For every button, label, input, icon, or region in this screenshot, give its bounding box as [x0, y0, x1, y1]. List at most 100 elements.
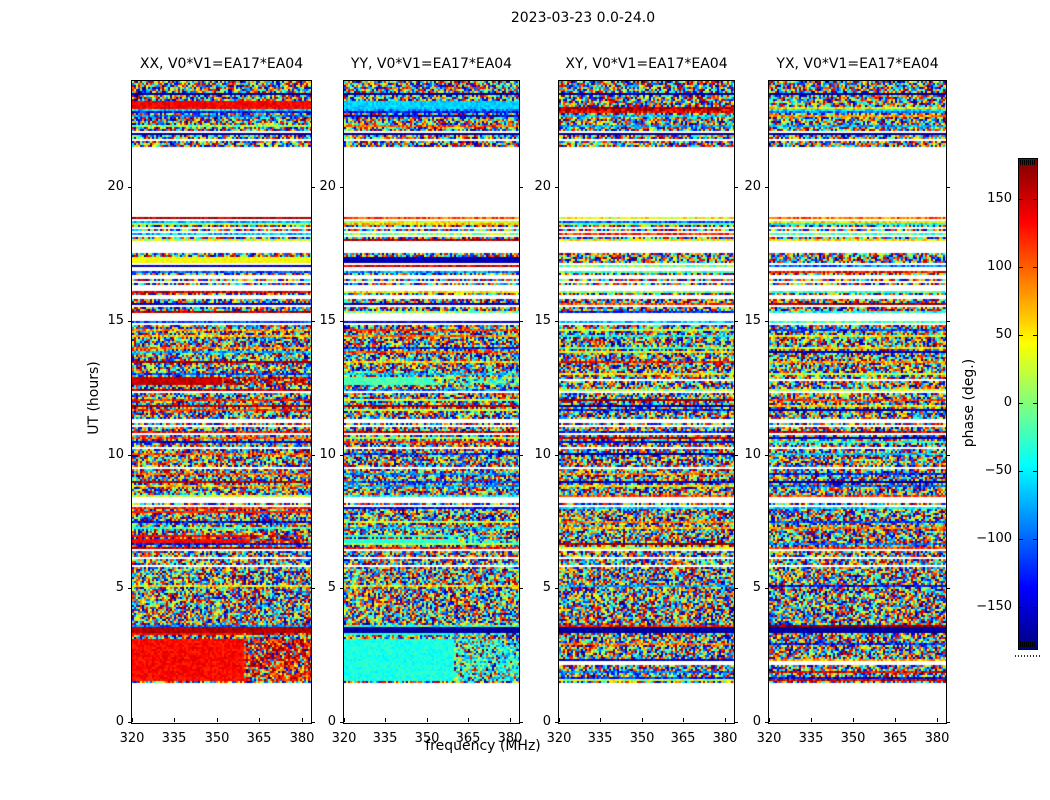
panel-title-XY: XY, V0*V1=EA17*EA04	[565, 56, 728, 72]
colorbar-tick-mark	[1033, 607, 1037, 608]
y-tick-mark	[765, 187, 768, 188]
colorbar-tick-mark	[1019, 335, 1023, 336]
x-tick-mark	[132, 718, 133, 722]
y-tick-label: 10	[319, 447, 336, 462]
y-tick-label: 15	[319, 313, 336, 328]
x-tick-mark	[302, 718, 303, 722]
colorbar-tick-mark	[1019, 607, 1023, 608]
x-tick-label: 365	[246, 731, 272, 746]
y-tick-label: 10	[107, 447, 124, 462]
x-tick-label: 335	[587, 731, 613, 746]
colorbar-minor-tick	[1026, 642, 1027, 647]
y-tick-mark	[312, 321, 315, 322]
y-tick-mark	[947, 588, 950, 589]
colorbar-minor-tick	[1024, 642, 1025, 647]
colorbar-tick-mark	[1033, 199, 1037, 200]
x-tick-label: 350	[204, 731, 230, 746]
y-tick-mark	[312, 588, 315, 589]
colorbar-minor-tick	[1022, 160, 1023, 165]
colorbar-label: phase (deg.)	[961, 358, 977, 448]
x-tick-mark	[600, 718, 601, 722]
colorbar-minor-tick	[1034, 642, 1035, 647]
y-tick-mark	[520, 187, 523, 188]
x-tick-label: 320	[756, 731, 782, 746]
x-tick-mark	[259, 718, 260, 722]
x-axis-label: frequency (MHz)	[425, 738, 541, 754]
y-tick-mark	[340, 722, 343, 723]
colorbar-bar	[1018, 158, 1038, 650]
y-tick-mark	[340, 588, 343, 589]
x-tick-label: 380	[289, 731, 315, 746]
panel-title-XX: XX, V0*V1=EA17*EA04	[139, 56, 304, 72]
y-tick-label: 5	[115, 580, 124, 595]
colorbar-tick-label: 100	[987, 259, 1012, 274]
colorbar-tick-label: 0	[1003, 395, 1012, 410]
x-tick-label: 320	[331, 731, 357, 746]
y-tick-mark	[947, 722, 950, 723]
y-tick-mark	[128, 321, 131, 322]
y-tick-label: 0	[542, 714, 551, 729]
colorbar-tick-mark	[1019, 403, 1023, 404]
y-tick-mark	[520, 722, 523, 723]
colorbar-tick-mark	[1019, 539, 1023, 540]
x-tick-mark	[895, 718, 896, 722]
y-tick-mark	[765, 588, 768, 589]
colorbar-dotted-line-dot	[1030, 655, 1031, 657]
x-tick-mark	[217, 718, 218, 722]
y-tick-mark	[555, 588, 558, 589]
y-tick-label: 5	[752, 580, 761, 595]
colorbar-dotted-line-dot	[1018, 655, 1019, 657]
y-tick-label: 10	[534, 447, 551, 462]
y-tick-label: 20	[107, 179, 124, 194]
y-tick-mark	[765, 455, 768, 456]
y-axis-label: UT (hours)	[86, 361, 102, 435]
x-tick-mark	[174, 718, 175, 722]
x-tick-mark	[344, 718, 345, 722]
colorbar-dotted-line-dot	[1015, 655, 1016, 657]
x-tick-mark	[725, 718, 726, 722]
phase-heatmap-YX	[769, 81, 946, 723]
x-tick-label: 380	[712, 731, 738, 746]
y-tick-mark	[312, 455, 315, 456]
x-tick-mark	[683, 718, 684, 722]
colorbar-dotted-line-dot	[1033, 655, 1034, 657]
y-tick-mark	[735, 187, 738, 188]
y-tick-mark	[555, 722, 558, 723]
x-tick-mark	[385, 718, 386, 722]
colorbar-tick-mark	[1019, 267, 1023, 268]
y-tick-mark	[340, 455, 343, 456]
y-tick-mark	[735, 722, 738, 723]
y-tick-mark	[312, 187, 315, 188]
x-tick-label: 335	[798, 731, 824, 746]
colorbar-minor-tick	[1028, 642, 1029, 647]
colorbar-minor-tick	[1032, 160, 1033, 165]
x-tick-mark	[427, 718, 428, 722]
colorbar-dotted-line-dot	[1036, 655, 1037, 657]
y-tick-mark	[340, 187, 343, 188]
y-tick-mark	[735, 455, 738, 456]
colorbar-tick-label: −100	[976, 531, 1012, 546]
panel-YY	[343, 80, 520, 724]
colorbar-dotted-line-dot	[1021, 655, 1022, 657]
phase-heatmap-XY	[559, 81, 734, 723]
colorbar-tick-mark	[1033, 471, 1037, 472]
colorbar-minor-tick	[1030, 642, 1031, 647]
colorbar-tick-label: 150	[987, 191, 1012, 206]
x-tick-mark	[559, 718, 560, 722]
x-tick-label: 320	[119, 731, 145, 746]
colorbar-dotted-line-dot	[1024, 655, 1025, 657]
colorbar-minor-tick	[1020, 642, 1021, 647]
colorbar-tick-mark	[1033, 403, 1037, 404]
colorbar-tick-label: −50	[984, 463, 1012, 478]
y-tick-label: 15	[107, 313, 124, 328]
y-tick-mark	[735, 321, 738, 322]
colorbar-dotted-line-dot	[1027, 655, 1028, 657]
y-tick-mark	[947, 455, 950, 456]
colorbar-minor-tick	[1030, 160, 1031, 165]
y-tick-label: 5	[542, 580, 551, 595]
y-tick-label: 15	[534, 313, 551, 328]
y-tick-label: 15	[744, 313, 761, 328]
y-tick-mark	[520, 588, 523, 589]
y-tick-mark	[765, 722, 768, 723]
y-tick-mark	[340, 321, 343, 322]
